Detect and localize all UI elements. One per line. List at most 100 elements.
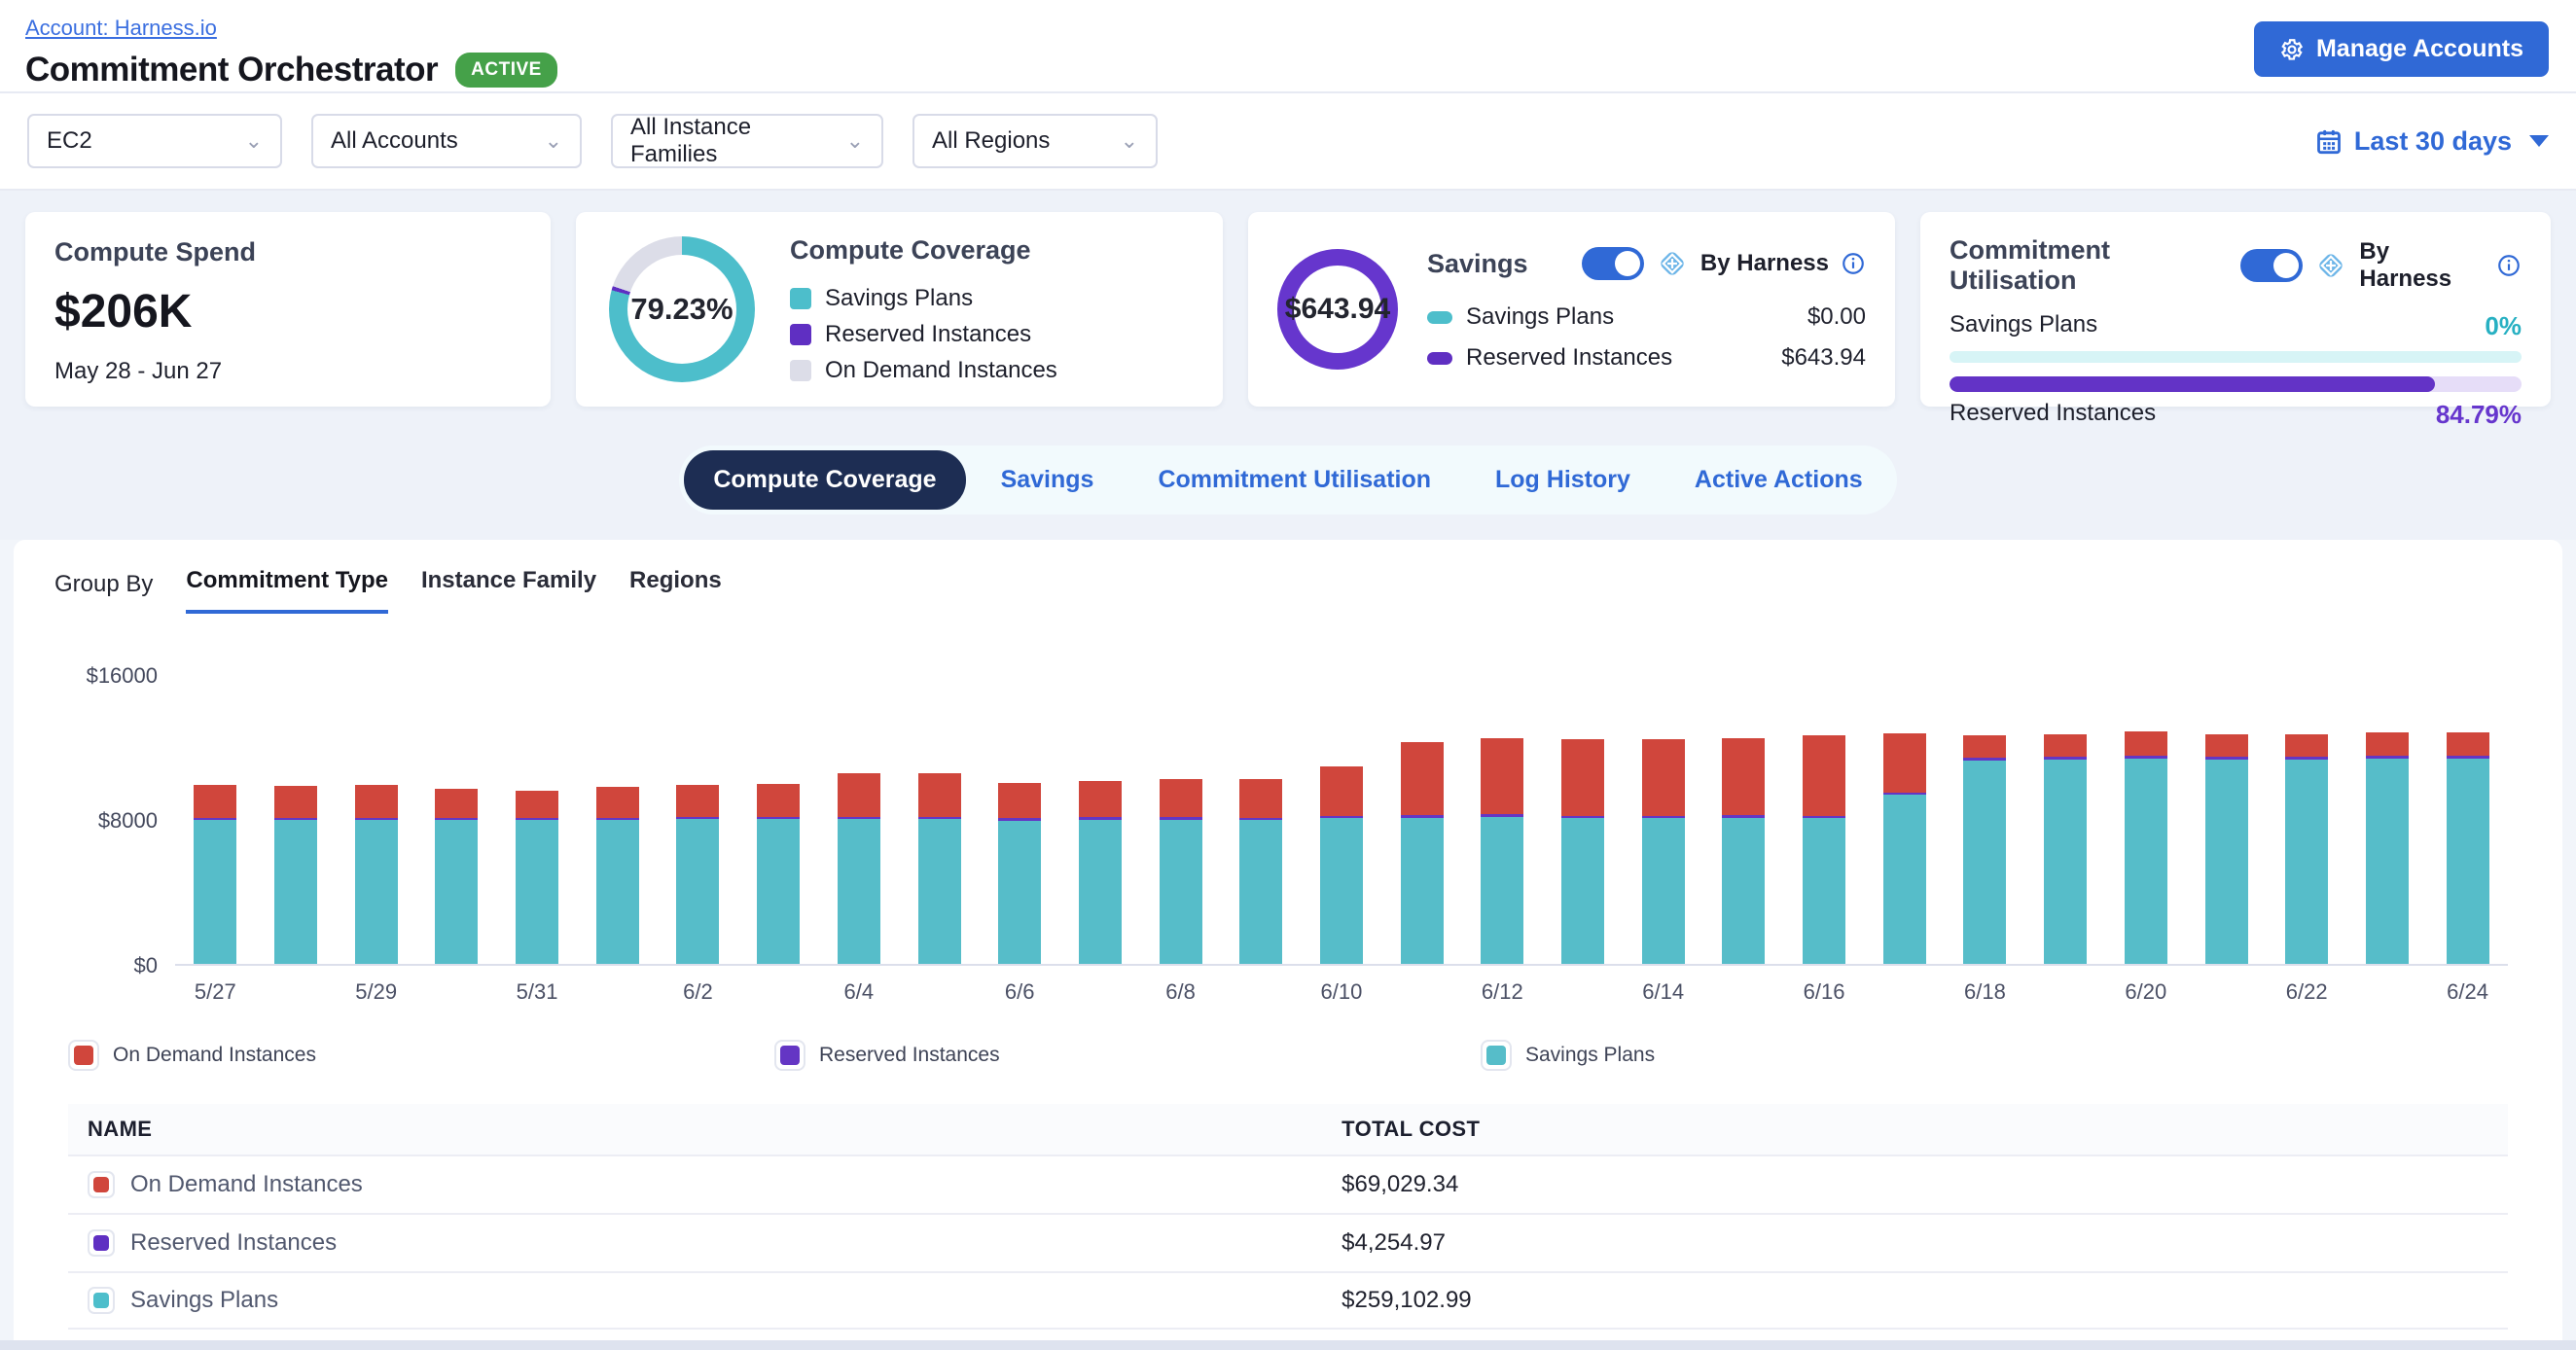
- bar-5-27[interactable]: [194, 784, 237, 964]
- tab-active-actions[interactable]: Active Actions: [1694, 466, 1863, 493]
- x-axis-label: 6/10: [1320, 979, 1363, 1004]
- filter-dropdowns: EC2 ⌄ All Accounts ⌄ All Instance Families ⌄ A…: [27, 114, 1158, 168]
- coverage-legend-item: On Demand Instances: [790, 357, 1057, 384]
- bar-segment-on-demand-instances: [516, 790, 559, 819]
- utilisation-savings-plans-label: Savings Plans: [1950, 311, 2098, 338]
- bar-segment-on-demand-instances: [2204, 733, 2248, 757]
- bar-segment-reserved-instances: [2204, 756, 2248, 760]
- bar-6-20[interactable]: [2124, 730, 2167, 964]
- group-by-option-instance-family[interactable]: Instance Family: [420, 567, 597, 593]
- bar-6-3[interactable]: [757, 783, 801, 964]
- bar-6-24[interactable]: [2446, 732, 2489, 964]
- main-tabs-bar: Compute Coverage Savings Commitment Utilis…: [0, 428, 2576, 540]
- bar-6-14[interactable]: [1641, 739, 1685, 964]
- bar-6-22[interactable]: [2285, 733, 2329, 964]
- bar-segment-reserved-instances: [837, 816, 880, 819]
- bar-5-30[interactable]: [435, 788, 479, 964]
- bar-segment-reserved-instances: [1963, 757, 2007, 761]
- bar-6-13[interactable]: [1561, 739, 1605, 964]
- table-row[interactable]: Savings Plans $259,102.99: [68, 1271, 2508, 1330]
- legend-swatch: [1427, 351, 1452, 365]
- bar-segment-reserved-instances: [1481, 814, 1524, 818]
- bar-5-29[interactable]: [354, 785, 398, 964]
- content-panel: Group By Commitment Type Instance Family R…: [14, 540, 2562, 1350]
- bar-6-5[interactable]: [917, 773, 961, 964]
- legend-label: Reserved Instances: [825, 320, 1032, 347]
- bar-segment-on-demand-instances: [595, 787, 639, 818]
- table-row[interactable]: On Demand Instances $69,029.34: [68, 1155, 2508, 1213]
- bar-segment-savings-plans: [1319, 818, 1363, 964]
- bar-5-31[interactable]: [516, 790, 559, 964]
- bar-segment-reserved-instances: [1803, 815, 1846, 819]
- filter-dropdown-regions[interactable]: All Regions ⌄: [912, 114, 1158, 168]
- bar-segment-on-demand-instances: [354, 785, 398, 818]
- manage-accounts-button[interactable]: Manage Accounts: [2253, 21, 2549, 77]
- group-by-option-regions[interactable]: Regions: [629, 567, 722, 593]
- bar-6-4[interactable]: [837, 773, 880, 964]
- bar-segment-savings-plans: [1078, 819, 1122, 964]
- info-icon[interactable]: [2496, 253, 2522, 278]
- bar-6-19[interactable]: [2044, 733, 2088, 964]
- x-axis-label: 6/12: [1481, 979, 1523, 1004]
- info-icon[interactable]: [1841, 251, 1866, 276]
- utilisation-by-harness-toggle[interactable]: [2240, 249, 2304, 282]
- bar-5-28[interactable]: [274, 785, 318, 964]
- bar-6-8[interactable]: [1159, 779, 1202, 964]
- x-axis-label: 5/29: [355, 979, 398, 1004]
- bar-segment-reserved-instances: [1159, 817, 1202, 820]
- table-row[interactable]: Reserved Instances $4,254.97: [68, 1213, 2508, 1271]
- bar-6-15[interactable]: [1722, 738, 1766, 964]
- table-cell-total-cost: $259,102.99: [1342, 1287, 1472, 1313]
- bar-segment-reserved-instances: [998, 818, 1042, 821]
- legend-label: On Demand Instances: [825, 356, 1057, 383]
- bar-6-18[interactable]: [1963, 734, 2007, 964]
- bar-segment-on-demand-instances: [1803, 734, 1846, 816]
- savings-row-label: Reserved Instances: [1466, 344, 1673, 371]
- bar-6-16[interactable]: [1803, 734, 1846, 964]
- bar-6-21[interactable]: [2204, 733, 2248, 964]
- tab-compute-coverage[interactable]: Compute Coverage: [684, 450, 966, 510]
- bar-6-11[interactable]: [1400, 741, 1444, 964]
- legend-swatch: [1427, 310, 1452, 324]
- x-axis-label: [918, 979, 961, 1005]
- bar-6-2[interactable]: [676, 785, 720, 964]
- tab-log-history[interactable]: Log History: [1495, 466, 1630, 493]
- bar-segment-savings-plans: [676, 819, 720, 964]
- group-by-option-commitment-type[interactable]: Commitment Type: [186, 567, 388, 614]
- savings-legend-row: Reserved Instances $643.94: [1427, 344, 1866, 372]
- bar-segment-savings-plans: [1641, 818, 1685, 964]
- savings-legend-row: Savings Plans $0.00: [1427, 303, 1866, 331]
- bar-6-6[interactable]: [998, 782, 1042, 964]
- bar-segment-on-demand-instances: [1722, 738, 1766, 816]
- bar-segment-savings-plans: [595, 819, 639, 964]
- legend-swatch: [88, 1171, 115, 1198]
- x-axis-label: 6/16: [1803, 979, 1845, 1004]
- bar-6-12[interactable]: [1481, 737, 1524, 964]
- filter-dropdown-instance-families[interactable]: All Instance Families ⌄: [611, 114, 883, 168]
- harness-logo-icon: [2314, 249, 2347, 282]
- savings-title: Savings: [1427, 248, 1528, 278]
- bar-6-9[interactable]: [1239, 779, 1283, 964]
- table-cell-name: On Demand Instances: [68, 1171, 1342, 1198]
- bar-segment-on-demand-instances: [1319, 766, 1363, 816]
- table-cell-name: Savings Plans: [68, 1287, 1342, 1314]
- account-breadcrumb-link[interactable]: Account: Harness.io: [25, 16, 217, 40]
- date-range-picker[interactable]: Last 30 days: [2315, 126, 2549, 157]
- bar-segment-savings-plans: [274, 819, 318, 964]
- x-axis-label: 6/18: [1964, 979, 2006, 1004]
- filter-dropdown-service[interactable]: EC2 ⌄: [27, 114, 282, 168]
- bar-6-10[interactable]: [1319, 766, 1363, 964]
- tab-commitment-utilisation[interactable]: Commitment Utilisation: [1158, 466, 1432, 493]
- legend-swatch: [774, 1040, 805, 1071]
- bar-segment-savings-plans: [516, 820, 559, 964]
- bar-segment-reserved-instances: [435, 817, 479, 820]
- tab-savings[interactable]: Savings: [1000, 466, 1094, 493]
- bar-6-7[interactable]: [1078, 780, 1122, 964]
- x-axis-label: [1883, 979, 1926, 1005]
- bar-segment-on-demand-instances: [676, 785, 720, 817]
- bar-6-23[interactable]: [2365, 731, 2409, 964]
- bar-6-1[interactable]: [595, 787, 639, 964]
- savings-by-harness-toggle[interactable]: [1581, 247, 1644, 280]
- bar-6-17[interactable]: [1882, 732, 1926, 964]
- filter-dropdown-accounts[interactable]: All Accounts ⌄: [311, 114, 582, 168]
